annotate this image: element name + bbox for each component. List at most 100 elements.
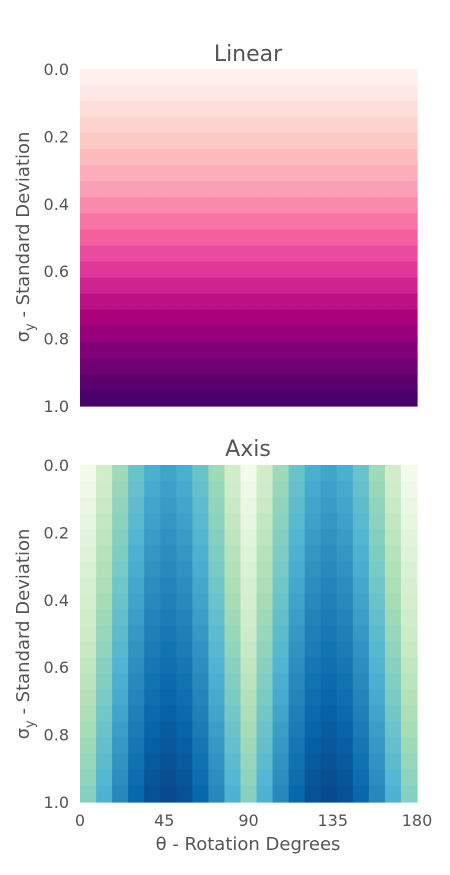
heatmap-cell <box>384 593 402 611</box>
heatmap-cell <box>272 481 290 498</box>
heatmap-cell <box>128 673 145 691</box>
heatmap-cell <box>144 513 161 530</box>
heatmap-cell <box>240 117 258 134</box>
heatmap-cell <box>160 325 177 343</box>
heatmap-cell <box>160 245 177 263</box>
heatmap-cell <box>128 341 145 359</box>
heatmap-cell <box>240 69 258 86</box>
heatmap-cell <box>160 309 177 327</box>
heatmap-cell <box>240 481 258 498</box>
heatmap-cell <box>224 357 242 375</box>
heatmap-cell <box>336 769 354 787</box>
heatmap-cell <box>352 721 370 739</box>
heatmap-cell <box>112 117 129 134</box>
heatmap-cell <box>160 705 177 723</box>
heatmap-cell <box>160 529 177 546</box>
heatmap-cell <box>384 117 402 134</box>
heatmap-cell <box>192 609 209 627</box>
heatmap-cell <box>336 545 354 562</box>
heatmap-cell <box>176 625 193 643</box>
heatmap-cell <box>80 721 97 739</box>
heatmap-cell <box>224 657 242 675</box>
heatmap-cell <box>208 577 226 594</box>
heatmap-cell <box>208 465 226 482</box>
heatmap-cell <box>144 481 161 498</box>
heatmap-cell <box>224 325 242 343</box>
heatmap-cell <box>400 133 418 150</box>
heatmap-cell <box>400 213 418 231</box>
heatmap-cell <box>112 577 129 594</box>
heatmap-cell <box>384 689 402 707</box>
heatmap-cell <box>144 561 161 578</box>
heatmap-cell <box>384 609 402 627</box>
heatmap-cell <box>80 245 97 263</box>
heatmap-cell <box>288 545 306 562</box>
heatmap-cell <box>128 117 145 134</box>
heatmap-cell <box>336 577 354 594</box>
heatmap-cell <box>256 197 274 215</box>
heatmap-cell <box>256 373 274 391</box>
heatmap-cell <box>336 753 354 771</box>
heatmap-cell <box>160 625 177 643</box>
heatmap-cell <box>144 229 161 247</box>
heatmap-cell <box>80 465 97 482</box>
heatmap-cell <box>160 101 177 118</box>
heatmap-cell <box>144 293 161 311</box>
heatmap-cell <box>320 673 338 691</box>
heatmap-cell <box>176 481 193 498</box>
heatmap-cell <box>384 529 402 546</box>
heatmap-cell <box>400 545 418 562</box>
heatmap-cell <box>176 737 193 755</box>
heatmap-cell <box>80 769 97 787</box>
heatmap-cell <box>96 545 113 562</box>
heatmap-cell <box>320 721 338 739</box>
heatmap-cell <box>288 529 306 546</box>
heatmap-cell <box>272 721 290 739</box>
heatmap-cell <box>208 497 226 514</box>
heatmap-cell <box>112 737 129 755</box>
heatmap-cell <box>128 465 145 482</box>
heatmap-cell <box>352 357 370 375</box>
heatmap-cell <box>400 769 418 787</box>
heatmap-cell <box>368 69 386 86</box>
heatmap-cell <box>400 529 418 546</box>
heatmap-cell <box>80 545 97 562</box>
heatmap-cell <box>400 465 418 482</box>
heatmap-cell <box>288 389 306 407</box>
heatmap-cell <box>96 529 113 546</box>
heatmap-cell <box>256 181 274 198</box>
heatmap-cell <box>272 261 290 279</box>
heatmap-cell <box>256 165 274 182</box>
heatmap-cell <box>160 497 177 514</box>
heatmap-cell <box>160 609 177 627</box>
heatmap-cell <box>256 325 274 343</box>
heatmap-cell <box>384 293 402 311</box>
heatmap-cell <box>272 577 290 594</box>
heatmap-cell <box>208 261 226 279</box>
heatmap-cell <box>336 277 354 295</box>
heatmap-cell <box>368 325 386 343</box>
heatmap-cell <box>128 149 145 166</box>
heatmap-cell <box>288 69 306 86</box>
heatmap-cell <box>160 753 177 771</box>
heatmap-cell <box>128 101 145 118</box>
heatmap-cell <box>208 85 226 102</box>
heatmap-cell <box>96 737 113 755</box>
heatmap-cell <box>160 465 177 482</box>
heatmap-cell <box>336 657 354 675</box>
heatmap-cell <box>352 577 370 594</box>
heatmap-cell <box>368 213 386 231</box>
heatmap-cell <box>336 101 354 118</box>
heatmap-cell <box>192 785 209 803</box>
heatmap-cell <box>368 513 386 530</box>
heatmap-cell <box>176 85 193 102</box>
heatmap-cell <box>320 785 338 803</box>
heatmap-cell <box>384 737 402 755</box>
heatmap-cell <box>352 465 370 482</box>
heatmap-cell <box>128 325 145 343</box>
linear-title: Linear <box>214 42 283 67</box>
heatmap-cell <box>288 769 306 787</box>
heatmap-cell <box>96 689 113 707</box>
heatmap-cell <box>400 261 418 279</box>
heatmap-cell <box>352 293 370 311</box>
